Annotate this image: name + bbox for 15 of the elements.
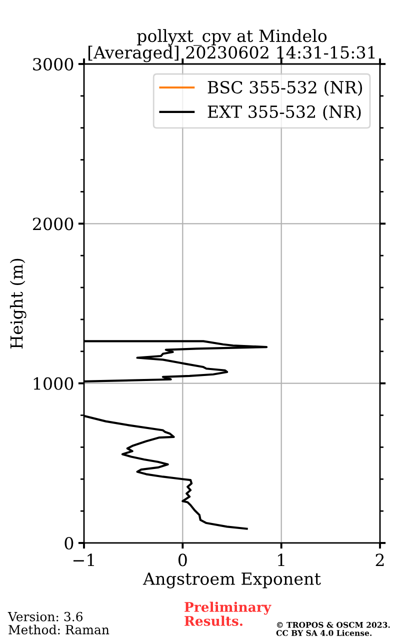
text: Preliminary Results.: [184, 602, 272, 626]
y-tick-label: 3000: [33, 58, 74, 71]
y-tick-label: 1000: [34, 377, 74, 390]
y-tick-label: 0: [64, 536, 74, 550]
x-tick-label: 2: [376, 554, 384, 566]
x-tick-label: −1: [73, 554, 94, 566]
x-axis-title: Angstroem Exponent: [142, 572, 321, 588]
y-tick-label: 2000: [32, 218, 74, 230]
legend-label: BSC 355-532 (NR): [208, 80, 362, 96]
legend-label: EXT 355-532 (NR): [208, 105, 361, 120]
x-tick-label: 1: [278, 554, 284, 566]
y-axis-title: Height (m): [10, 258, 26, 349]
x-tick-label: 0: [178, 554, 187, 566]
chart-title: pollyxt_cpv at Mindelo [Averaged] 20230602 14:31-15:31: [88, 29, 375, 62]
text: Version: 3.6 Method: Raman: [8, 612, 110, 634]
